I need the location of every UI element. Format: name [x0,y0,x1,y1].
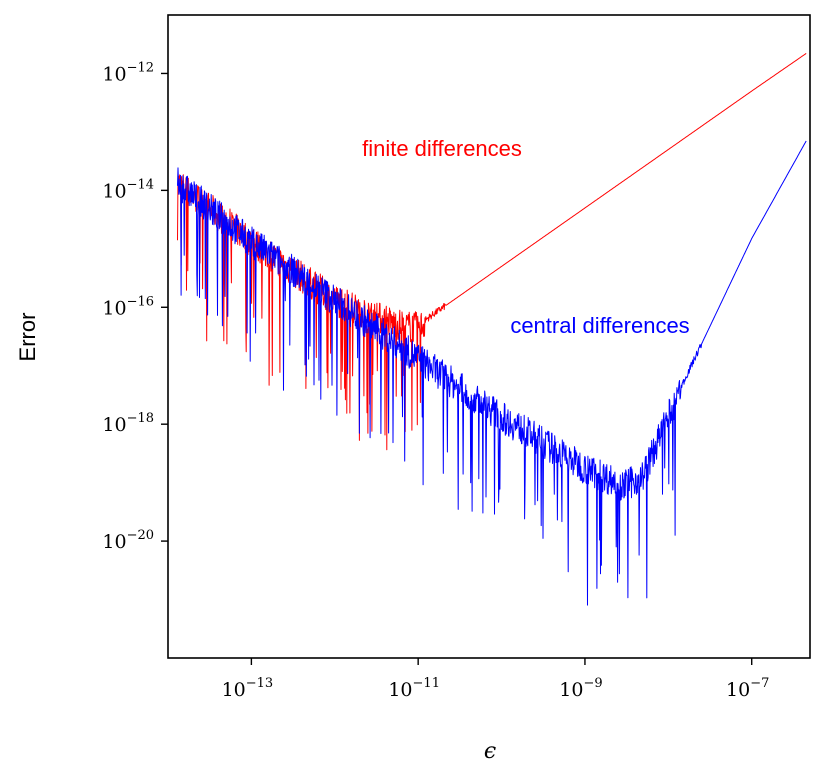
x-tick-label: 10−13 [222,676,274,701]
y-axis-ticks: 10−12 10−14 10−16 10−18 10−20 [102,60,168,553]
central-differences-annotation: central differences [510,313,689,338]
y-tick-label: 10−12 [102,60,154,85]
central-differences-series-line [177,140,807,606]
x-tick-label: 10−9 [559,676,602,701]
plot-frame [167,14,811,659]
series-layer [177,52,807,606]
x-axis-label: ϵ [484,739,496,764]
y-tick-label: 10−18 [102,411,154,436]
y-tick-label: 10−16 [102,294,154,319]
finite-differences-annotation: finite differences [362,136,522,161]
x-tick-label: 10−11 [388,676,440,701]
y-tick-label: 10−20 [102,528,154,553]
y-axis-label: Error [15,313,40,362]
x-axis-ticks: 10−13 10−11 10−9 10−7 [222,658,769,701]
x-tick-label: 10−7 [726,676,769,701]
y-tick-label: 10−14 [102,177,154,202]
